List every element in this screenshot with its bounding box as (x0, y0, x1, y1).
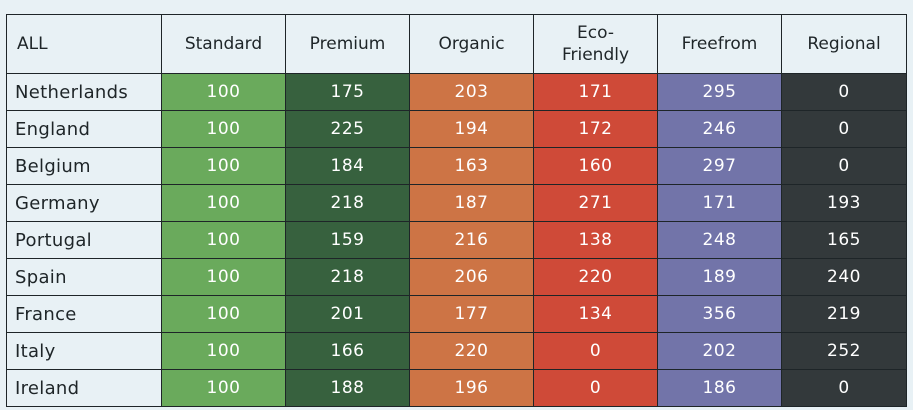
table-row: Portugal 100 159 216 138 248 165 (6, 221, 907, 259)
table-row: Belgium 100 184 163 160 297 0 (6, 147, 907, 185)
table-row: Italy 100 166 220 0 202 252 (6, 332, 907, 370)
cell-regional: 252 (781, 332, 907, 370)
cell-eco-friendly: 171 (533, 73, 658, 111)
cell-premium: 184 (285, 147, 410, 185)
cell-eco-friendly: 134 (533, 295, 658, 333)
cell-standard: 100 (161, 369, 286, 407)
cell-premium: 188 (285, 369, 410, 407)
cell-standard: 100 (161, 221, 286, 259)
cell-freefrom: 202 (657, 332, 782, 370)
column-header-eco-friendly-label: Eco-Friendly (561, 23, 630, 65)
cell-regional: 0 (781, 147, 907, 185)
cell-eco-friendly: 160 (533, 147, 658, 185)
cell-regional: 219 (781, 295, 907, 333)
cell-organic: 177 (409, 295, 534, 333)
cell-freefrom: 297 (657, 147, 782, 185)
cell-regional: 240 (781, 258, 907, 296)
cell-standard: 100 (161, 110, 286, 148)
column-header-eco-friendly: Eco-Friendly (533, 14, 658, 74)
cell-freefrom: 186 (657, 369, 782, 407)
row-label: Belgium (6, 147, 162, 185)
cell-freefrom: 295 (657, 73, 782, 111)
cell-standard: 100 (161, 332, 286, 370)
cell-freefrom: 356 (657, 295, 782, 333)
table-row: Netherlands 100 175 203 171 295 0 (6, 73, 907, 111)
cell-standard: 100 (161, 295, 286, 333)
cell-freefrom: 248 (657, 221, 782, 259)
table-row: France 100 201 177 134 356 219 (6, 295, 907, 333)
cell-organic: 206 (409, 258, 534, 296)
cell-premium: 166 (285, 332, 410, 370)
cell-regional: 193 (781, 184, 907, 222)
cell-premium: 218 (285, 184, 410, 222)
cell-standard: 100 (161, 184, 286, 222)
cell-organic: 220 (409, 332, 534, 370)
cell-regional: 0 (781, 110, 907, 148)
cell-standard: 100 (161, 147, 286, 185)
corner-header: ALL (6, 14, 162, 74)
cell-premium: 159 (285, 221, 410, 259)
column-header-regional: Regional (781, 14, 907, 74)
cell-freefrom: 189 (657, 258, 782, 296)
table-body: Netherlands 100 175 203 171 295 0 England 100 225… (6, 73, 907, 407)
cell-organic: 194 (409, 110, 534, 148)
row-label: Spain (6, 258, 162, 296)
row-label: Netherlands (6, 73, 162, 111)
table-row: England 100 225 194 172 246 0 (6, 110, 907, 148)
row-label: Italy (6, 332, 162, 370)
cell-organic: 163 (409, 147, 534, 185)
cell-eco-friendly: 0 (533, 332, 658, 370)
column-header-organic: Organic (409, 14, 534, 74)
cell-eco-friendly: 172 (533, 110, 658, 148)
cell-eco-friendly: 220 (533, 258, 658, 296)
cell-regional: 0 (781, 369, 907, 407)
row-label: Ireland (6, 369, 162, 407)
cell-premium: 201 (285, 295, 410, 333)
column-header-standard: Standard (161, 14, 286, 74)
column-header-freefrom: Freefrom (657, 14, 782, 74)
cell-organic: 196 (409, 369, 534, 407)
cell-eco-friendly: 138 (533, 221, 658, 259)
cell-organic: 187 (409, 184, 534, 222)
row-label: Portugal (6, 221, 162, 259)
cell-organic: 216 (409, 221, 534, 259)
column-header-premium: Premium (285, 14, 410, 74)
cell-eco-friendly: 0 (533, 369, 658, 407)
row-label: France (6, 295, 162, 333)
cell-premium: 218 (285, 258, 410, 296)
table-row: Germany 100 218 187 271 171 193 (6, 184, 907, 222)
cell-freefrom: 246 (657, 110, 782, 148)
table-row: Ireland 100 188 196 0 186 0 (6, 369, 907, 407)
cell-freefrom: 171 (657, 184, 782, 222)
cell-eco-friendly: 271 (533, 184, 658, 222)
row-label: Germany (6, 184, 162, 222)
cell-premium: 225 (285, 110, 410, 148)
cell-standard: 100 (161, 73, 286, 111)
index-table-container: ALL Standard Premium Organic Eco-Friendl… (6, 14, 907, 407)
cell-standard: 100 (161, 258, 286, 296)
row-label: England (6, 110, 162, 148)
header-row: ALL Standard Premium Organic Eco-Friendl… (6, 14, 907, 74)
index-table: ALL Standard Premium Organic Eco-Friendl… (6, 14, 907, 407)
cell-premium: 175 (285, 73, 410, 111)
cell-regional: 0 (781, 73, 907, 111)
cell-regional: 165 (781, 221, 907, 259)
table-row: Spain 100 218 206 220 189 240 (6, 258, 907, 296)
cell-organic: 203 (409, 73, 534, 111)
